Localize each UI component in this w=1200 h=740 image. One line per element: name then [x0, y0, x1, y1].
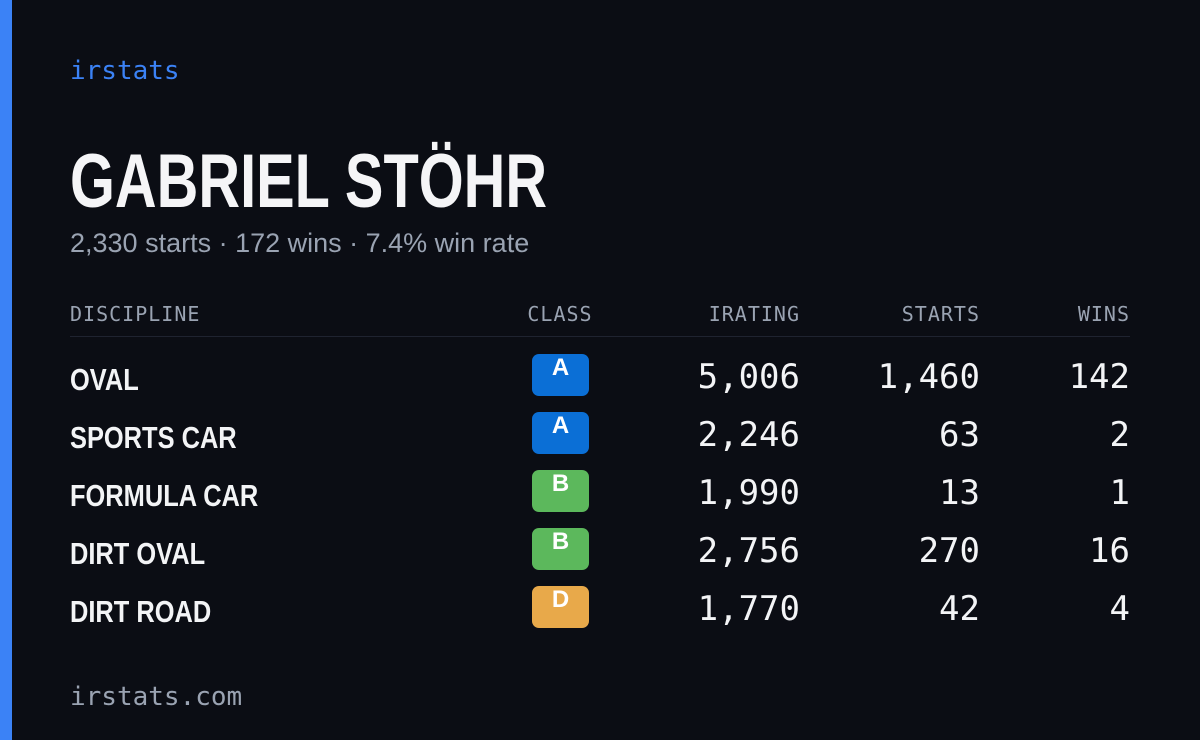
column-header: STARTS: [901, 302, 980, 326]
starts: 42: [939, 589, 980, 629]
accent-bar: [0, 0, 12, 740]
irating: 1,990: [697, 473, 800, 513]
wins: 2: [1109, 415, 1130, 455]
starts: 63: [939, 415, 980, 455]
starts: 13: [939, 473, 980, 513]
irating: 2,756: [697, 531, 800, 571]
wins: 142: [1068, 357, 1130, 397]
discipline: FORMULA CAR: [70, 478, 259, 513]
discipline: DIRT OVAL: [70, 536, 206, 571]
class-badge: A: [532, 354, 589, 396]
irating: 5,006: [697, 357, 800, 397]
header-rule: [70, 336, 1130, 337]
starts: 270: [918, 531, 980, 571]
column-header: DISCIPLINE: [70, 302, 201, 326]
footer-url: irstats.com: [70, 682, 243, 712]
wins: 4: [1109, 589, 1130, 629]
wins: 16: [1089, 531, 1130, 571]
wins: 1: [1109, 473, 1130, 513]
summary: 2,330 starts · 172 wins · 7.4% win rate: [70, 228, 530, 258]
discipline: SPORTS CAR: [70, 420, 237, 455]
brand: irstats: [70, 56, 180, 86]
column-header: CLASS: [527, 302, 593, 326]
driver-name: GABRIEL STÖHR: [70, 139, 548, 224]
column-header: WINS: [1077, 302, 1130, 326]
starts: 1,460: [877, 357, 980, 397]
irating: 1,770: [697, 589, 800, 629]
class-badge: D: [532, 586, 589, 628]
irating: 2,246: [697, 415, 800, 455]
class-badge: B: [532, 528, 589, 570]
column-header: IRATING: [708, 302, 800, 326]
discipline: OVAL: [70, 362, 139, 397]
class-badge: A: [532, 412, 589, 454]
discipline: DIRT ROAD: [70, 594, 212, 629]
class-badge: B: [532, 470, 589, 512]
